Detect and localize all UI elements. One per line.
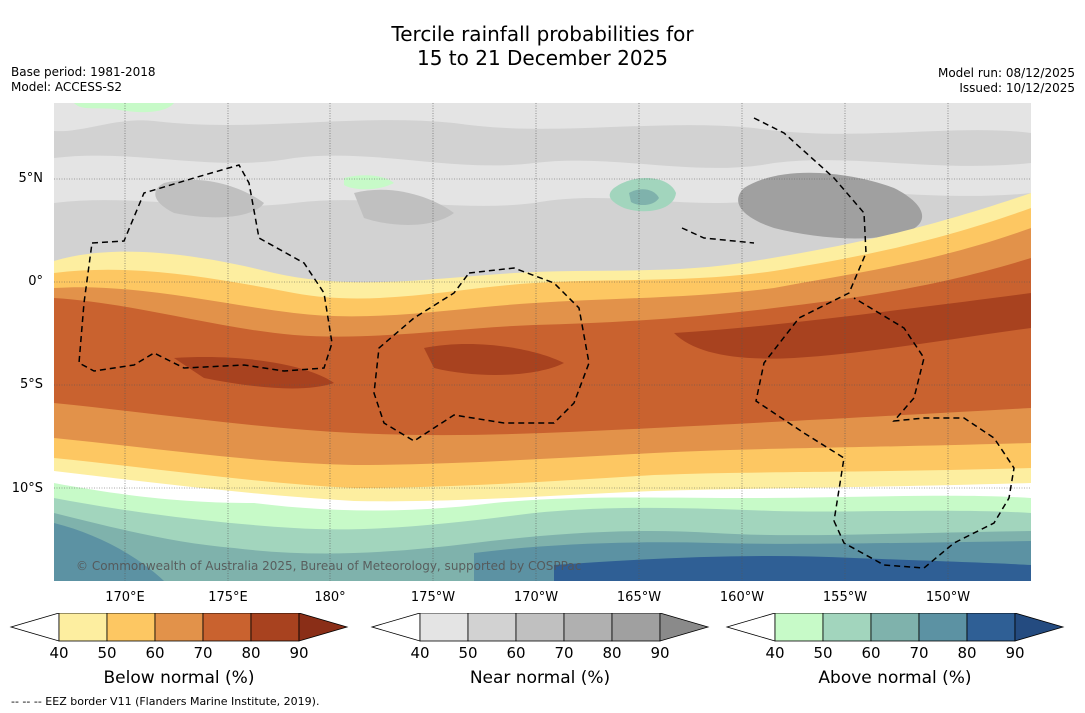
colorbar-3-segment-4	[918, 613, 968, 642]
colorbar-2-over-triangle	[659, 613, 710, 642]
lon-label-175w: 175°W	[410, 590, 456, 605]
model-info: Base period: 1981-2018 Model: ACCESS-S2	[11, 65, 156, 95]
cb3-tick-60: 60	[861, 644, 881, 662]
colorbar-1-segment-5	[250, 613, 300, 642]
eez-kiribati-gilbert	[78, 164, 333, 372]
colorbar-2-segment-1	[419, 613, 469, 642]
lon-label-170e: 170°E	[105, 590, 145, 605]
cb2-tick-70: 70	[554, 644, 574, 662]
cb3-tick-50: 50	[813, 644, 833, 662]
colorbar-2-under-triangle	[370, 613, 421, 642]
lon-label-150w: 150°W	[925, 590, 971, 605]
run-info: Model run: 08/12/2025 Issued: 10/12/2025	[938, 66, 1075, 96]
near-normal-mid-patch	[155, 179, 264, 218]
colorbar-2-segment-3	[515, 613, 565, 642]
cb3-tick-90: 90	[1005, 644, 1025, 662]
cb1-tick-60: 60	[145, 644, 165, 662]
lat-label-0: 0°	[28, 274, 43, 289]
cb2-title: Near normal (%)	[469, 668, 611, 688]
colorbar-3-over-triangle	[1014, 613, 1065, 642]
cb3-tick-80: 80	[957, 644, 977, 662]
above-normal-80-sw	[54, 523, 164, 581]
colorbar-2-segment-5	[611, 613, 661, 642]
colorbar-1-over-triangle	[298, 613, 349, 642]
colorbar-3-segment-5	[966, 613, 1016, 642]
cb1-tick-70: 70	[193, 644, 213, 662]
colorbar-3-segment-2	[822, 613, 872, 642]
credit-text: © Commonwealth of Australia 2025, Bureau…	[76, 559, 581, 573]
colorbars	[9, 613, 1065, 642]
cb2-tick-90: 90	[650, 644, 670, 662]
colorbar-1-under-triangle	[9, 613, 60, 642]
cb2-tick-60: 60	[506, 644, 526, 662]
lon-label-170w: 170°W	[513, 590, 559, 605]
colorbar-2-segment-2	[467, 613, 517, 642]
base-period: Base period: 1981-2018	[11, 65, 156, 79]
lon-label-155w: 155°W	[822, 590, 868, 605]
cb2-tick-50: 50	[458, 644, 478, 662]
near-normal-light-band	[54, 103, 1031, 134]
model-name: Model: ACCESS-S2	[11, 80, 123, 94]
cb2-tick-80: 80	[602, 644, 622, 662]
title-line-2: 15 to 21 December 2025	[416, 46, 668, 70]
eez-kiribati-phoenix	[373, 267, 590, 442]
lon-label-175e: 175°E	[208, 590, 248, 605]
colorbar-2-segment-4	[563, 613, 613, 642]
title-line-1: Tercile rainfall probabilities for	[391, 22, 694, 46]
near-normal-dark-patch	[738, 172, 923, 239]
colorbar-3-segment-1	[774, 613, 824, 642]
below-normal-80-patch-1	[174, 357, 334, 389]
lat-label-5s: 5°S	[19, 377, 43, 392]
above-normal-core-north	[629, 189, 659, 206]
eez-line-segment	[681, 227, 755, 244]
colorbar-1-segment-3	[154, 613, 204, 642]
cb3-tick-40: 40	[765, 644, 785, 662]
cb1-tick-50: 50	[97, 644, 117, 662]
lat-label-10s: 10°S	[11, 481, 43, 496]
lon-label-165w: 165°W	[616, 590, 662, 605]
colorbar-1-segment-4	[202, 613, 252, 642]
issued-date: Issued: 10/12/2025	[959, 81, 1075, 95]
colorbar-1-segment-2	[106, 613, 156, 642]
eez-borders	[78, 117, 1015, 569]
above-normal-90-south	[554, 555, 1031, 581]
colorbar-3-segment-3	[870, 613, 920, 642]
lat-label-5n: 5°N	[18, 171, 44, 186]
graticule	[54, 103, 1031, 581]
model-run: Model run: 08/12/2025	[937, 66, 1075, 80]
eez-french-polynesia	[833, 297, 1015, 569]
above-normal-patch-nw	[74, 103, 174, 113]
cb1-tick-90: 90	[289, 644, 309, 662]
cb3-title: Above normal (%)	[818, 668, 972, 688]
cb1-title: Below normal (%)	[103, 668, 255, 688]
colorbar-3-under-triangle	[725, 613, 776, 642]
near-normal-mid-patch-2	[354, 189, 454, 225]
lon-label-180: 180°	[314, 590, 346, 605]
below-normal-80-patch-3	[674, 293, 1031, 359]
eez-footnote: -- -- -- EEZ border V11 (Flanders Marine…	[11, 695, 320, 708]
cb3-tick-70: 70	[909, 644, 929, 662]
colorbar-1-segment-1	[58, 613, 108, 642]
cb1-tick-40: 40	[49, 644, 69, 662]
below-normal-80-patch-2	[424, 343, 564, 375]
lon-label-160w: 160°W	[719, 590, 765, 605]
cb2-tick-40: 40	[410, 644, 430, 662]
rainfall-map: © Commonwealth of Australia 2025, Bureau…	[54, 103, 1031, 581]
map-title: Tercile rainfall probabilities for 15 to…	[0, 22, 1085, 70]
cb1-tick-80: 80	[241, 644, 261, 662]
